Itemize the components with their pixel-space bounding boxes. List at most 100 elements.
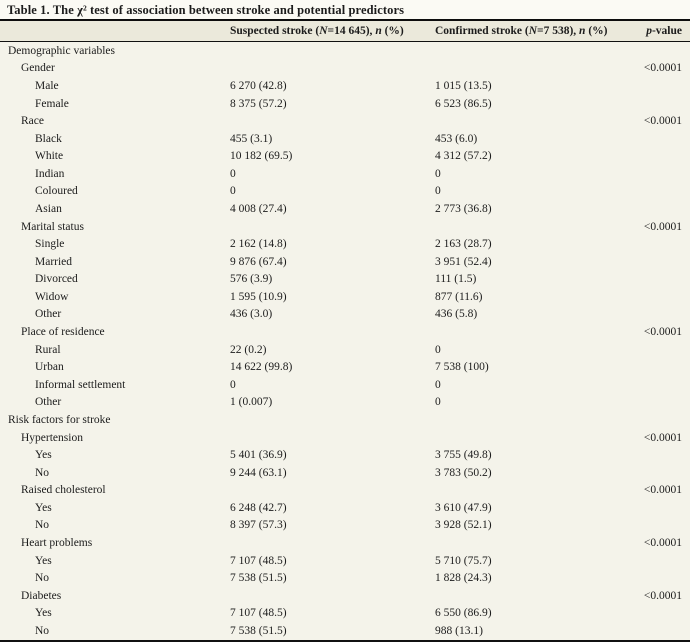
table-row: No 7 538 (51.5) 1 828 (24.3) (0, 569, 690, 587)
p-value: <0.0001 (643, 326, 682, 339)
row-label: Hypertension (21, 431, 83, 444)
confirmed-stroke-value: 3 928 (52.1) (435, 519, 492, 532)
suspected-stroke-value: 9 244 (63.1) (230, 466, 287, 479)
p-value: <0.0001 (643, 431, 682, 444)
confirmed-stroke-value: 0 (435, 378, 441, 391)
suspected-stroke-value: 6 248 (42.7) (230, 501, 287, 514)
table-row: Other 436 (3.0) 436 (5.8) (0, 306, 690, 324)
row-label: Other (35, 396, 62, 409)
confirmed-stroke-value: 436 (5.8) (435, 308, 478, 321)
row-label: Urban (35, 361, 64, 374)
row-label: Marital status (21, 220, 84, 233)
table-row: Female 8 375 (57.2) 6 523 (86.5) (0, 95, 690, 113)
p-value: <0.0001 (643, 62, 682, 75)
row-label: Yes (35, 607, 52, 620)
row-label: No (35, 572, 50, 585)
confirmed-stroke-value: 2 773 (36.8) (435, 202, 492, 215)
row-label: Married (35, 255, 73, 268)
table-row: Yes 7 107 (48.5) 6 550 (86.9) (0, 605, 690, 623)
row-label: Diabetes (21, 589, 62, 602)
row-label: No (35, 466, 50, 479)
table-row: Hypertension <0.0001 (0, 429, 690, 447)
table-row: No 9 244 (63.1) 3 783 (50.2) (0, 464, 690, 482)
suspected-stroke-value: 7 107 (48.5) (230, 607, 287, 620)
suspected-stroke-value: 0 (230, 185, 236, 198)
suspected-stroke-value: 1 595 (10.9) (230, 290, 287, 303)
column-header-suspected-stroke: Suspected stroke (N=14 645), n (%) (230, 25, 404, 37)
row-label: Widow (35, 290, 69, 303)
row-label: Black (35, 132, 62, 145)
table-row: Gender <0.0001 (0, 60, 690, 78)
suspected-stroke-value: 10 182 (69.5) (230, 150, 293, 163)
row-label: Raised cholesterol (21, 484, 106, 497)
table-row: Heart problems <0.0001 (0, 534, 690, 552)
row-label: Yes (35, 554, 52, 567)
confirmed-stroke-value: 4 312 (57.2) (435, 150, 492, 163)
row-label: Indian (35, 167, 65, 180)
row-label: Informal settlement (35, 378, 126, 391)
table-title: Table 1. The χ² test of association betw… (0, 0, 690, 21)
table-row: Risk factors for stroke (0, 411, 690, 429)
suspected-stroke-value: 22 (0.2) (230, 343, 267, 356)
row-label: Yes (35, 449, 52, 462)
suspected-stroke-value: 1 (0.007) (230, 396, 273, 409)
table-body: Demographic variables Gender <0.0001 Mal… (0, 42, 690, 642)
table-row: Divorced 576 (3.9) 111 (1.5) (0, 271, 690, 289)
table-row: Demographic variables (0, 42, 690, 60)
suspected-stroke-value: 4 008 (27.4) (230, 202, 287, 215)
confirmed-stroke-value: 453 (6.0) (435, 132, 478, 145)
table-row: Male 6 270 (42.8) 1 015 (13.5) (0, 77, 690, 95)
row-label: Gender (21, 62, 55, 75)
table-row: Yes 6 248 (42.7) 3 610 (47.9) (0, 499, 690, 517)
table-row: Rural 22 (0.2) 0 (0, 341, 690, 359)
p-value: <0.0001 (643, 220, 682, 233)
suspected-stroke-value: 455 (3.1) (230, 132, 273, 145)
suspected-stroke-value: 9 876 (67.4) (230, 255, 287, 268)
column-header-p-value: p-value (646, 25, 682, 37)
suspected-stroke-value: 7 107 (48.5) (230, 554, 287, 567)
table-row: Widow 1 595 (10.9) 877 (11.6) (0, 288, 690, 306)
column-header-confirmed-stroke: Confirmed stroke (N=7 538), n (%) (435, 25, 608, 37)
suspected-stroke-value: 576 (3.9) (230, 273, 273, 286)
table-row: Coloured 0 0 (0, 183, 690, 201)
table-row: Marital status <0.0001 (0, 218, 690, 236)
row-label: Place of residence (21, 326, 105, 339)
confirmed-stroke-value: 0 (435, 343, 441, 356)
table-row: No 8 397 (57.3) 3 928 (52.1) (0, 517, 690, 535)
confirmed-stroke-value: 1 828 (24.3) (435, 572, 492, 585)
row-label: Asian (35, 202, 62, 215)
row-label: Yes (35, 501, 52, 514)
confirmed-stroke-value: 3 783 (50.2) (435, 466, 492, 479)
table-row: Diabetes <0.0001 (0, 587, 690, 605)
suspected-stroke-value: 2 162 (14.8) (230, 238, 287, 251)
confirmed-stroke-value: 0 (435, 167, 441, 180)
table-row: Other 1 (0.007) 0 (0, 394, 690, 412)
table-row: Asian 4 008 (27.4) 2 773 (36.8) (0, 200, 690, 218)
confirmed-stroke-value: 988 (13.1) (435, 624, 483, 637)
suspected-stroke-value: 8 397 (57.3) (230, 519, 287, 532)
confirmed-stroke-value: 2 163 (28.7) (435, 238, 492, 251)
suspected-stroke-value: 7 538 (51.5) (230, 572, 287, 585)
row-label: White (35, 150, 64, 163)
row-label: No (35, 624, 50, 637)
confirmed-stroke-value: 1 015 (13.5) (435, 79, 492, 92)
table-row: Urban 14 622 (99.8) 7 538 (100) (0, 358, 690, 376)
confirmed-stroke-value: 3 951 (52.4) (435, 255, 492, 268)
row-label: Race (21, 115, 44, 128)
row-label: Other (35, 308, 62, 321)
row-label: Rural (35, 343, 61, 356)
suspected-stroke-value: 6 270 (42.8) (230, 79, 287, 92)
table-row: Single 2 162 (14.8) 2 163 (28.7) (0, 235, 690, 253)
table-row: Informal settlement 0 0 (0, 376, 690, 394)
confirmed-stroke-value: 0 (435, 185, 441, 198)
suspected-stroke-value: 0 (230, 167, 236, 180)
row-label: Single (35, 238, 65, 251)
table-header-row: Suspected stroke (N=14 645), n (%) Confi… (0, 21, 690, 42)
table-row: Black 455 (3.1) 453 (6.0) (0, 130, 690, 148)
row-label: No (35, 519, 50, 532)
row-label: Male (35, 79, 59, 92)
table-row: Yes 5 401 (36.9) 3 755 (49.8) (0, 446, 690, 464)
suspected-stroke-value: 436 (3.0) (230, 308, 273, 321)
confirmed-stroke-value: 3 755 (49.8) (435, 449, 492, 462)
